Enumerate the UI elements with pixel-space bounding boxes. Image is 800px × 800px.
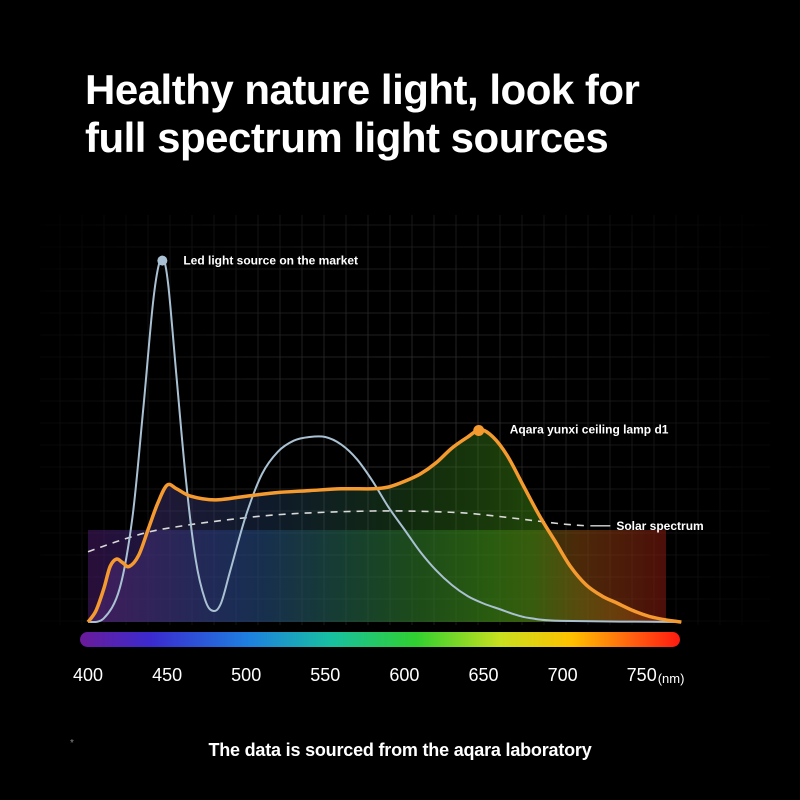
x-tick-label: 650 [468, 665, 498, 685]
title-line-2: full spectrum light sources [85, 114, 609, 161]
x-tick-label: 750 [627, 665, 657, 685]
legend-label-solar: Solar spectrum [616, 519, 703, 533]
series-layer [86, 255, 682, 624]
marker-led [157, 255, 168, 266]
x-tick-label: 400 [73, 665, 103, 685]
x-tick-label: 700 [548, 665, 578, 685]
x-tick-label: 450 [152, 665, 182, 685]
data-source-footnote: The data is sourced from the aqara labor… [208, 740, 592, 760]
x-tick-label: 550 [310, 665, 340, 685]
inline-legend: Led light source on the market Aqara yunx… [157, 254, 704, 533]
x-unit-label: (nm) [658, 671, 685, 686]
x-axis-ticks: 400 450 500 550 600 650 700 750 (nm) [73, 665, 684, 686]
page-title: Healthy nature light, look for full spec… [85, 66, 765, 162]
legend-label-led: Led light source on the market [183, 254, 358, 268]
x-tick-label: 500 [231, 665, 261, 685]
aqara-area-fill [88, 429, 682, 622]
marker-aqara [473, 425, 485, 437]
title-line-1: Healthy nature light, look for [85, 66, 640, 113]
wavelength-spectrum-bar [80, 632, 680, 647]
asterisk-mark: * [70, 738, 74, 749]
x-tick-label: 600 [389, 665, 419, 685]
series-line-aqara [86, 427, 682, 624]
legend-label-aqara: Aqara yunxi ceiling lamp d1 [510, 423, 669, 437]
series-line-led [87, 255, 682, 624]
